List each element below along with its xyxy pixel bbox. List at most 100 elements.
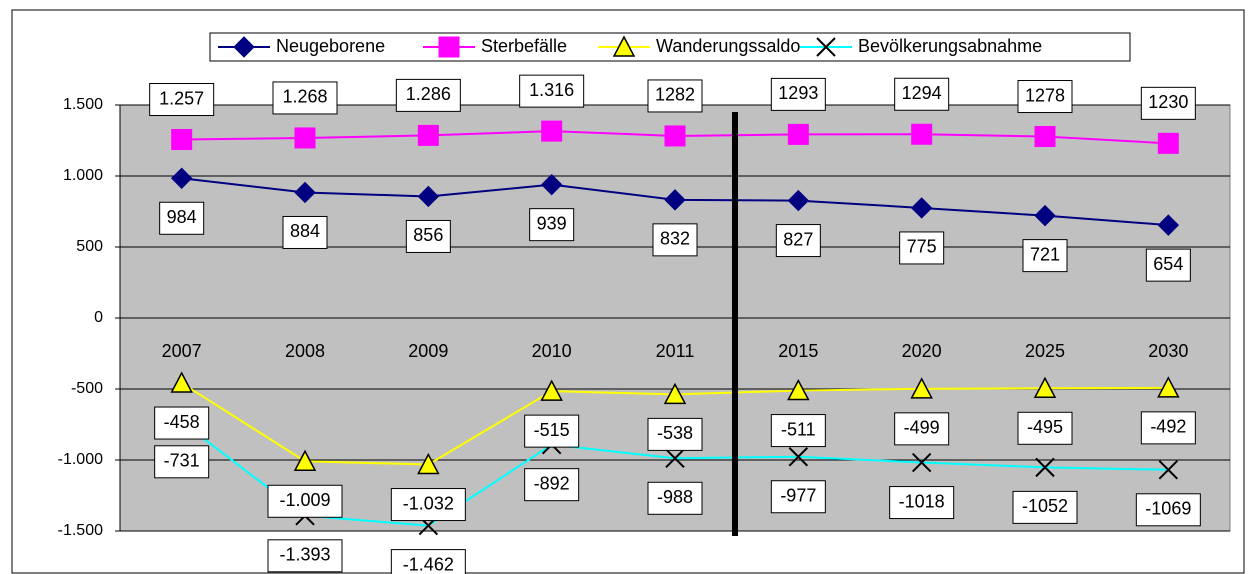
marker — [1033, 376, 1057, 399]
data-label-box — [894, 77, 950, 111]
marker — [1157, 376, 1180, 398]
data-label-box — [529, 208, 575, 242]
data-label: 832 — [660, 229, 690, 249]
x-tick-label: 2015 — [778, 341, 818, 361]
marker — [787, 189, 810, 212]
marker — [1035, 457, 1055, 478]
marker — [171, 129, 193, 151]
marker — [1034, 126, 1056, 148]
x-tick-label: 2007 — [162, 341, 202, 361]
data-label: -1.032 — [403, 493, 454, 513]
data-label: -1018 — [899, 491, 945, 511]
data-label: -515 — [534, 420, 570, 440]
data-label: 1.316 — [529, 80, 574, 100]
data-label: -511 — [781, 419, 816, 439]
data-label: 1278 — [1025, 85, 1065, 105]
legend-label: Sterbefälle — [481, 36, 567, 56]
marker — [1157, 132, 1179, 154]
data-label-box — [1140, 411, 1196, 445]
data-label-box — [647, 79, 703, 113]
data-label-box — [647, 481, 703, 515]
data-label: -458 — [164, 412, 200, 432]
data-label: 1.257 — [159, 88, 204, 108]
data-label: -1.462 — [403, 554, 454, 574]
marker — [665, 448, 685, 469]
x-tick-label: 2030 — [1148, 341, 1188, 361]
marker — [910, 377, 933, 399]
legend-box — [209, 32, 1131, 62]
data-label-box — [1140, 86, 1196, 120]
marker — [294, 181, 316, 204]
y-tick-label: -1.000 — [58, 451, 103, 468]
data-label-box — [390, 488, 466, 522]
marker — [663, 382, 687, 405]
y-tick-label: -500 — [71, 380, 103, 397]
marker — [664, 189, 686, 211]
data-label: -492 — [1150, 417, 1186, 437]
data-label-box — [1135, 493, 1201, 527]
data-label-box — [899, 231, 945, 265]
data-label: 654 — [1153, 254, 1183, 274]
marker — [540, 379, 563, 401]
marker — [1158, 460, 1179, 480]
data-label-box — [282, 215, 328, 249]
data-label-box — [390, 549, 466, 574]
marker — [788, 447, 809, 467]
data-label-box — [154, 406, 210, 440]
data-label: 1294 — [902, 83, 942, 103]
data-label: 884 — [290, 221, 320, 241]
data-label: 1230 — [1148, 92, 1188, 112]
data-label-box — [894, 412, 950, 446]
data-label: -892 — [534, 473, 570, 493]
marker — [612, 35, 636, 57]
data-label-box — [1022, 239, 1068, 273]
data-label-box — [154, 445, 210, 479]
marker — [1157, 214, 1180, 236]
labels: 984 884 856 939 832 827 775 721 654 1.257 1.268 1.2… — [149, 74, 1201, 574]
data-label-box — [1145, 248, 1191, 282]
x-tick-label: 2020 — [902, 341, 942, 361]
marker — [438, 36, 460, 58]
data-label-box — [524, 468, 580, 502]
data-label-box — [272, 81, 338, 115]
marker — [787, 378, 810, 401]
data-label-box — [1012, 490, 1078, 524]
data-label-box — [405, 219, 451, 253]
data-label: 939 — [537, 213, 567, 233]
marker — [911, 452, 932, 473]
marker — [293, 449, 317, 472]
marker — [233, 36, 255, 58]
data-label: -988 — [657, 487, 693, 507]
data-label-box — [1017, 80, 1073, 114]
data-label: -1.393 — [279, 545, 330, 565]
data-label-box — [652, 223, 698, 257]
marker — [294, 127, 316, 149]
data-label: 827 — [783, 229, 813, 249]
x-tick-label: 2011 — [656, 341, 695, 361]
data-label-box — [1017, 411, 1073, 445]
data-label-box — [267, 484, 343, 518]
data-label: -1052 — [1022, 496, 1068, 516]
x-tick-label: 2010 — [532, 341, 572, 361]
legend-label: Neugeborene — [276, 36, 385, 56]
marker — [541, 120, 563, 142]
y-tick-label: 0 — [94, 309, 103, 326]
legend-label: Wanderungssaldo — [656, 36, 800, 56]
data-label-box — [395, 78, 461, 112]
data-label: -499 — [904, 418, 940, 438]
data-label-box — [519, 74, 585, 108]
data-label: -495 — [1027, 417, 1063, 437]
y-tick-label: 500 — [76, 238, 103, 255]
data-label-box — [775, 224, 821, 258]
marker — [540, 173, 563, 196]
data-label: -1.009 — [279, 490, 330, 510]
data-label: -977 — [780, 485, 816, 505]
data-label: 1282 — [655, 85, 695, 105]
data-label: 856 — [413, 225, 443, 245]
data-label: -538 — [657, 423, 693, 443]
data-label-box — [770, 480, 826, 514]
data-label: 1.286 — [406, 84, 451, 104]
data-label-box — [770, 414, 826, 448]
data-label: -1069 — [1145, 499, 1191, 519]
data-label-box — [159, 201, 205, 235]
